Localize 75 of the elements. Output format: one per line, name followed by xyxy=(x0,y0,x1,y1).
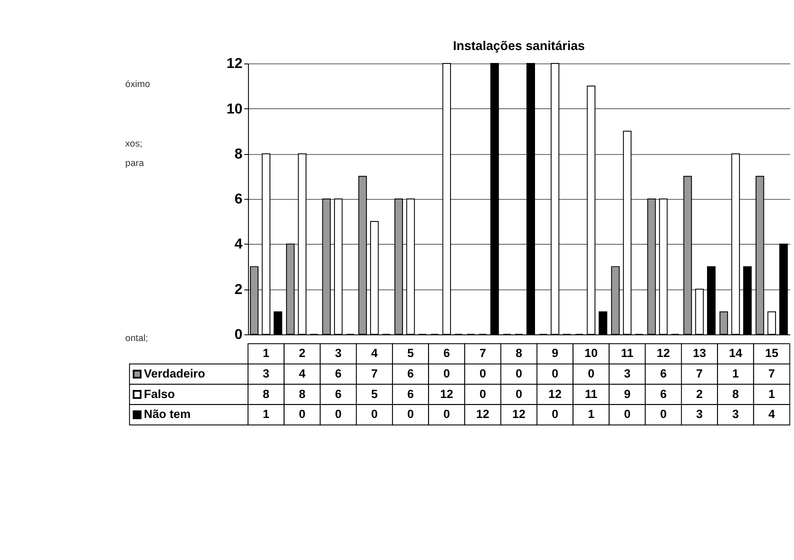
data-label: 0 xyxy=(552,407,559,422)
data-label: 0 xyxy=(298,407,306,422)
data-label: 3 xyxy=(624,366,631,381)
y-tick-label: 0 xyxy=(234,327,243,344)
data-label: 11 xyxy=(584,386,598,401)
x-tick-label: 6 xyxy=(443,346,450,360)
data-label: 0 xyxy=(479,366,486,381)
data-label: 12 xyxy=(512,407,526,422)
data-label: 0 xyxy=(407,407,414,422)
data-label: 1 xyxy=(262,407,270,422)
y-tick-label: 2 xyxy=(234,282,243,298)
chart-title: Instalações sanitárias xyxy=(452,38,585,53)
data-label: 4 xyxy=(768,407,776,422)
x-tick-label: 4 xyxy=(371,346,378,360)
data-label: 12 xyxy=(476,407,490,422)
data-label: 12 xyxy=(548,386,562,401)
data-label: 6 xyxy=(335,386,342,401)
data-label: 0 xyxy=(660,407,668,422)
data-label: 0 xyxy=(588,366,595,381)
data-label: 0 xyxy=(516,386,523,401)
y-tick-label: 8 xyxy=(234,146,243,162)
data-label: 0 xyxy=(443,407,450,422)
data-label: 5 xyxy=(371,386,378,401)
legend-label: Não tem xyxy=(144,407,191,422)
x-tick-label: 15 xyxy=(765,346,779,360)
y-tick-label: 6 xyxy=(234,192,243,208)
data-label: 3 xyxy=(696,407,704,422)
data-label: 0 xyxy=(624,407,631,422)
x-tick-label: 11 xyxy=(620,346,634,360)
text: xos; xyxy=(125,138,142,148)
data-label: 9 xyxy=(624,386,631,401)
data-label: 1 xyxy=(768,386,776,401)
data-label: 1 xyxy=(588,407,595,422)
data-label: 8 xyxy=(732,386,740,401)
data-label: 7 xyxy=(768,366,776,381)
data-label: 3 xyxy=(732,407,740,422)
x-tick-label: 5 xyxy=(407,346,414,360)
data-label: 1 xyxy=(732,366,740,381)
text: ontal; xyxy=(125,333,148,344)
data-label: 8 xyxy=(262,386,270,401)
text: para xyxy=(125,158,145,168)
data-label: 3 xyxy=(262,366,270,381)
data-label: 0 xyxy=(443,366,450,381)
x-tick-label: 3 xyxy=(335,346,342,360)
data-label: 6 xyxy=(660,366,668,381)
legend-label: Falso xyxy=(144,386,175,401)
data-label: 2 xyxy=(696,386,704,401)
legend-label: Verdadeiro xyxy=(144,366,206,381)
data-label: 6 xyxy=(407,386,414,401)
y-tick-label: 4 xyxy=(234,236,243,253)
data-label: 7 xyxy=(696,366,704,381)
x-tick-label: 7 xyxy=(479,346,486,360)
data-label: 8 xyxy=(298,386,306,401)
x-tick-label: 8 xyxy=(516,346,523,360)
data-label: 0 xyxy=(552,366,559,381)
data-label: 6 xyxy=(407,366,414,381)
x-tick-label: 14 xyxy=(729,346,743,360)
data-label: 6 xyxy=(660,386,668,401)
y-tick-label: 10 xyxy=(226,101,243,118)
data-label: 0 xyxy=(335,407,342,422)
data-label: 7 xyxy=(371,366,378,381)
x-tick-label: 12 xyxy=(656,346,670,360)
y-tick-label: 12 xyxy=(226,56,243,72)
data-label: 0 xyxy=(371,407,378,422)
x-tick-label: 10 xyxy=(584,346,598,360)
x-tick-label: 13 xyxy=(692,346,706,360)
data-label: 4 xyxy=(298,366,306,381)
x-tick-label: 9 xyxy=(552,346,559,360)
data-label: 0 xyxy=(479,386,486,401)
x-tick-label: 2 xyxy=(298,346,306,360)
data-label: 12 xyxy=(440,386,454,401)
data-label: 0 xyxy=(516,366,523,381)
x-tick-label: 1 xyxy=(262,346,270,360)
data-label: 6 xyxy=(335,366,342,381)
text: óximo xyxy=(125,79,150,90)
